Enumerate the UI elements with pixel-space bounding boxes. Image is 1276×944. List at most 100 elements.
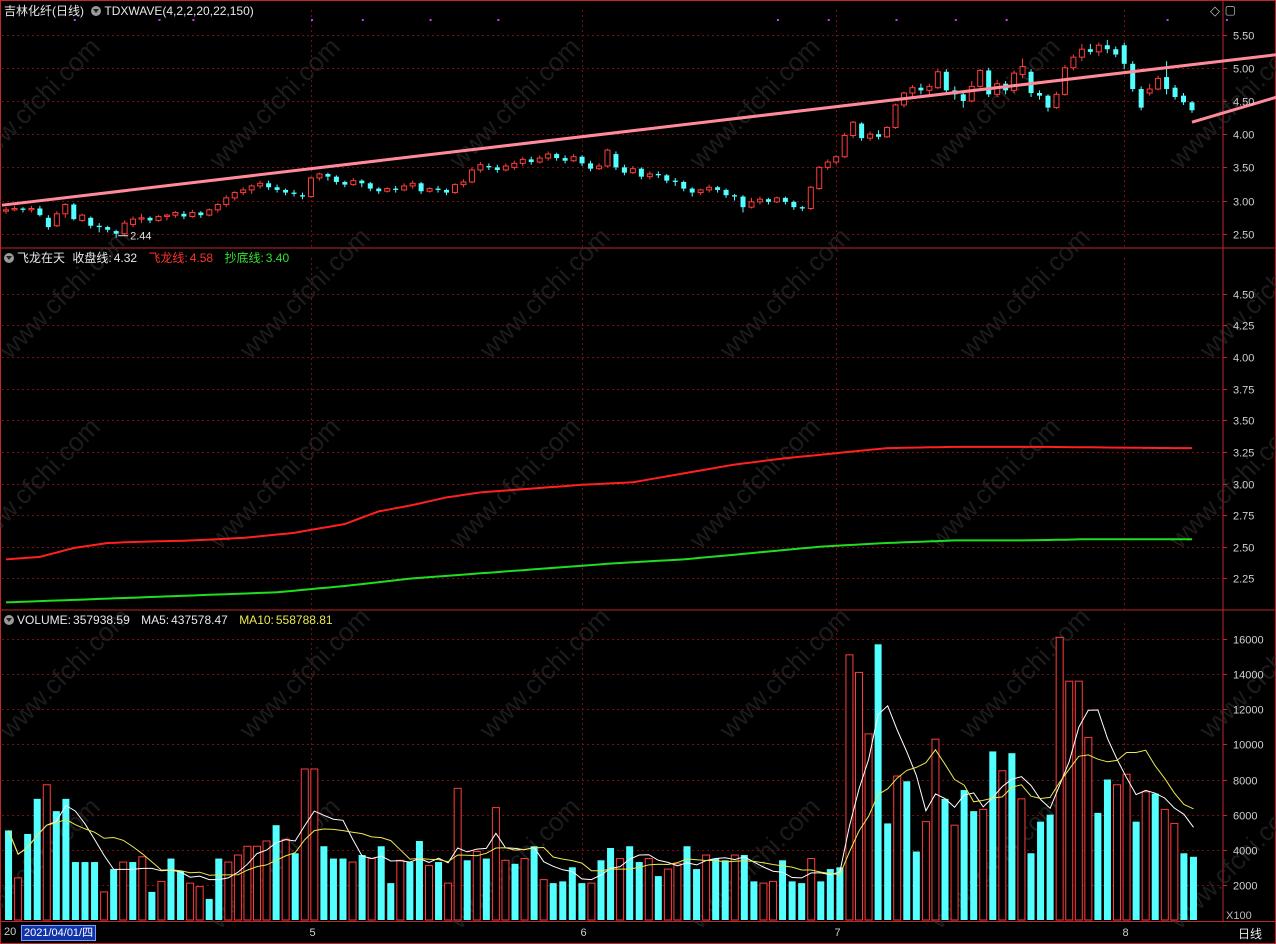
dragon-panel[interactable] — [5, 445, 1192, 604]
window-toggle-icon[interactable]: ▢ — [1224, 3, 1236, 17]
volume-bar-up — [807, 858, 816, 921]
volume-bar-up — [281, 838, 290, 921]
volume-bar-up — [979, 808, 988, 921]
candle-body-down — [325, 173, 331, 177]
y-tick-label-p2: 3.50 — [1233, 416, 1254, 428]
candle-body-up — [53, 213, 60, 227]
candle-body-down — [105, 227, 111, 230]
candle-body-down — [918, 87, 924, 91]
watermark-text: www.cfchi.com — [232, 221, 375, 364]
volume-bar-down — [1180, 853, 1188, 920]
volume-bar-down — [33, 798, 41, 920]
volume-bar-down — [215, 858, 223, 920]
volume-bar-up — [424, 865, 433, 921]
candle-body-down — [300, 195, 305, 197]
candle-body-down — [198, 212, 204, 216]
candle-body-up — [773, 197, 780, 203]
volume-bar-down — [406, 862, 414, 920]
candle-body-down — [791, 201, 797, 208]
volume-bar-down — [1103, 779, 1111, 920]
volume-bar-down — [530, 846, 538, 920]
candle-body-up — [596, 165, 602, 170]
watermark-text: www.cfchi.com — [0, 411, 106, 554]
volume-panel[interactable] — [5, 636, 1197, 921]
volume-bar-up — [1122, 773, 1131, 921]
candle-body-up — [570, 156, 577, 162]
volume-bar-down — [693, 869, 701, 920]
volume-bar-up — [539, 879, 548, 921]
indicator-menu-icon[interactable] — [91, 6, 102, 16]
volume-bar-down — [654, 876, 662, 920]
volume-bar-down — [989, 751, 997, 920]
candle-body-down — [376, 188, 382, 192]
diamond-icon[interactable]: ◇ — [1210, 3, 1220, 18]
signal-mark — [73, 19, 76, 21]
volume-bar-down — [148, 891, 156, 920]
price-panel[interactable]: 5.622.44 — [1, 19, 1276, 243]
candle-body-down — [342, 181, 348, 185]
candle-body-up — [706, 186, 713, 191]
candle-body-up — [502, 165, 509, 171]
candle-body-down — [681, 181, 687, 189]
y-tick-label-p2: 4.50 — [1233, 290, 1254, 302]
y-tick-label-p2: 2.75 — [1233, 511, 1254, 523]
candle-body-up — [257, 182, 264, 187]
candle-body-up — [79, 214, 86, 221]
x-tick-label: 5 — [310, 927, 316, 939]
x-tick-label: 6 — [581, 927, 587, 939]
candle-body-down — [1113, 49, 1119, 55]
candle-body-up — [934, 71, 941, 89]
y-tick-label-p2: 3.00 — [1233, 480, 1254, 492]
ma5-line — [8, 704, 1194, 881]
candle-body-up — [138, 217, 145, 220]
candle-body-up — [909, 87, 916, 94]
candle-body-up — [189, 211, 196, 217]
watermark-text: www.cfchi.com — [472, 221, 615, 364]
y-tick-label-p3: 4000 — [1233, 846, 1257, 858]
volume-bar-up — [845, 654, 854, 921]
volume-bar-up — [893, 775, 902, 921]
dragon-line — [5, 445, 1192, 561]
candle-body-down — [562, 158, 568, 161]
volume-bar-up — [1113, 784, 1122, 921]
volume-bar-up — [864, 733, 873, 921]
volume-bar-up — [367, 858, 376, 921]
candle-body-down — [113, 231, 119, 234]
indicator-menu-icon-2[interactable] — [4, 253, 14, 263]
wave-line-up — [1, 53, 1276, 207]
volume-bar-up — [855, 671, 864, 921]
volume-bar-down — [836, 867, 844, 920]
candle-body-up — [248, 185, 255, 191]
indicator-menu-icon-3[interactable] — [4, 615, 14, 625]
candle-body-up — [816, 166, 823, 190]
volume-bar-down — [779, 860, 787, 920]
y-tick-label-p1: 5.50 — [1233, 31, 1254, 43]
candle-body-up — [426, 188, 433, 192]
volume-bar-up — [931, 738, 940, 921]
volume-bar-up — [501, 859, 510, 921]
candle-body-up — [460, 181, 467, 186]
volume-bar-down — [607, 848, 615, 920]
volume-bar-down — [62, 798, 70, 920]
volume-bar-down — [435, 862, 443, 920]
volume-bar-down — [817, 881, 825, 920]
period-tab-daily[interactable]: 日线 — [1238, 927, 1263, 941]
volume-bar-down — [740, 855, 748, 920]
volume-bar-down — [320, 846, 328, 920]
volume-value: 357938.59 — [73, 613, 130, 627]
dragon-indicator-name: 飞龙在天 — [17, 251, 66, 265]
volume-bar-down — [387, 883, 395, 920]
volume-bar-down — [874, 644, 882, 920]
volume-bar-down — [377, 846, 385, 920]
volume-bar-up — [1055, 636, 1064, 921]
candle-body-up — [604, 149, 611, 167]
price-panel-header: 吉林化纤(日线) TDXWAVE(4,2,2,20,22,150) — [4, 4, 258, 18]
watermark-text: www.cfchi.com — [0, 221, 136, 364]
candle-body-down — [765, 199, 771, 202]
candle-body-down — [859, 123, 865, 139]
candle-body-down — [283, 189, 289, 193]
volume-bar-down — [52, 811, 60, 920]
volume-bar-down — [71, 862, 79, 920]
